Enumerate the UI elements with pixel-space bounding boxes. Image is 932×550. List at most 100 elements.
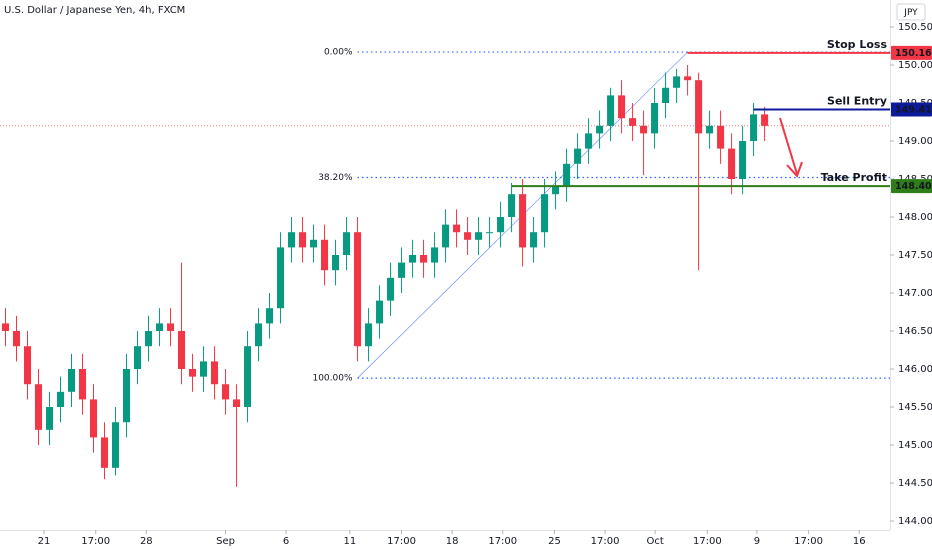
candle-body	[420, 255, 428, 263]
x-tick-label: 25	[548, 536, 561, 547]
y-tick-label: 144.000	[898, 516, 932, 527]
candle-body	[486, 232, 494, 234]
candle-body	[618, 95, 626, 119]
x-tick-label: 17:00	[81, 536, 110, 547]
candle-body	[354, 232, 362, 347]
x-tick-label: 11	[343, 536, 356, 547]
candle-body	[222, 384, 230, 400]
candle-body	[166, 323, 175, 332]
candle-body	[376, 300, 384, 324]
candle-body	[343, 232, 351, 256]
price-tag	[891, 45, 932, 60]
x-tick-label: 17:00	[591, 536, 620, 547]
y-tick-label: 145.500	[898, 402, 932, 413]
candle-body	[321, 239, 329, 271]
trade-level-label: Take Profit	[821, 171, 887, 184]
candle-body	[200, 361, 208, 377]
candle-body	[189, 369, 197, 377]
y-tick-label: 146.000	[898, 364, 932, 375]
candle-body	[23, 346, 32, 385]
currency-label: JPY	[903, 8, 918, 18]
x-tick-label: 18	[446, 536, 459, 547]
candle-body	[133, 346, 142, 370]
fib-label: 100.00%	[312, 374, 352, 384]
currency-box[interactable]	[896, 3, 926, 21]
x-tick-label: 17:00	[693, 536, 722, 547]
price-tag	[891, 102, 932, 117]
candle-body	[409, 255, 417, 263]
candle-body	[706, 125, 714, 134]
x-tick-label: 6	[283, 536, 289, 547]
candle-body	[497, 217, 505, 233]
price-tag	[891, 179, 932, 194]
x-tick-label: 16	[853, 536, 866, 547]
x-tick-label: 21	[38, 536, 51, 547]
candle-body	[155, 323, 164, 332]
candle-body	[398, 262, 406, 278]
candle-body	[211, 361, 219, 385]
candle-body	[563, 163, 571, 187]
y-tick-label: 145.000	[898, 440, 932, 451]
arrow-head	[786, 161, 803, 178]
candle-body	[78, 369, 87, 400]
x-tick-label: 17:00	[794, 536, 823, 547]
candle-body	[750, 114, 758, 141]
candle-body	[596, 125, 604, 134]
y-tick-label: 150.000	[898, 60, 932, 71]
y-tick-label: 147.500	[898, 250, 932, 261]
candle-body	[122, 369, 131, 423]
candle-body	[673, 76, 681, 88]
candle-body	[431, 247, 439, 263]
candle-body	[541, 194, 549, 233]
candle-body	[651, 102, 659, 134]
candle-body	[761, 114, 769, 126]
candle-body	[519, 194, 527, 248]
candle-body	[178, 331, 186, 370]
candle-body	[56, 391, 65, 408]
candle-body	[464, 232, 472, 240]
candle-body	[45, 407, 54, 430]
candle-body	[728, 148, 736, 179]
y-tick-label: 148.000	[898, 212, 932, 223]
candle-body	[365, 323, 373, 347]
arrow-shaft	[779, 117, 798, 175]
y-tick-label: 144.500	[898, 478, 932, 489]
candle-body	[442, 224, 450, 248]
candle-body	[299, 232, 307, 248]
trade-level-label: Sell Entry	[827, 95, 887, 108]
x-tick-label: Sep	[216, 536, 235, 547]
candle-body	[277, 247, 285, 309]
candle-body	[629, 118, 637, 126]
fib-label: 38.20%	[318, 173, 353, 183]
candle-body	[574, 148, 582, 164]
y-tick-label: 147.000	[898, 288, 932, 299]
forecast-arrow	[779, 117, 803, 178]
candle-body	[89, 399, 98, 438]
trade-level-label: Stop Loss	[827, 38, 888, 51]
price-tag-label: 149.414	[895, 105, 932, 116]
candle-body	[475, 232, 483, 240]
candle-body	[100, 437, 109, 468]
candle-body	[662, 87, 670, 103]
x-tick-label: Oct	[646, 536, 663, 547]
y-tick-label: 150.500	[898, 22, 932, 33]
candle-body	[585, 133, 593, 149]
candle-body	[111, 422, 120, 468]
candle-body	[332, 255, 340, 271]
candle-body	[695, 80, 703, 134]
candle-body	[144, 331, 153, 347]
y-tick-label: 146.500	[898, 326, 932, 337]
candle-body	[607, 95, 615, 126]
candle-body	[552, 186, 560, 195]
fib-label: 0.00%	[324, 48, 353, 58]
candle-body	[1, 323, 10, 332]
candle-body	[34, 384, 43, 430]
x-tick-label: 17:00	[488, 536, 517, 547]
candle-body	[530, 232, 538, 248]
candle-body	[310, 239, 318, 248]
y-tick-label: 149.000	[898, 136, 932, 147]
candle-body	[67, 369, 76, 392]
chart-title: U.S. Dollar / Japanese Yen, 4h, FXCM	[4, 5, 185, 16]
price-tag-label: 148.406	[895, 181, 932, 192]
